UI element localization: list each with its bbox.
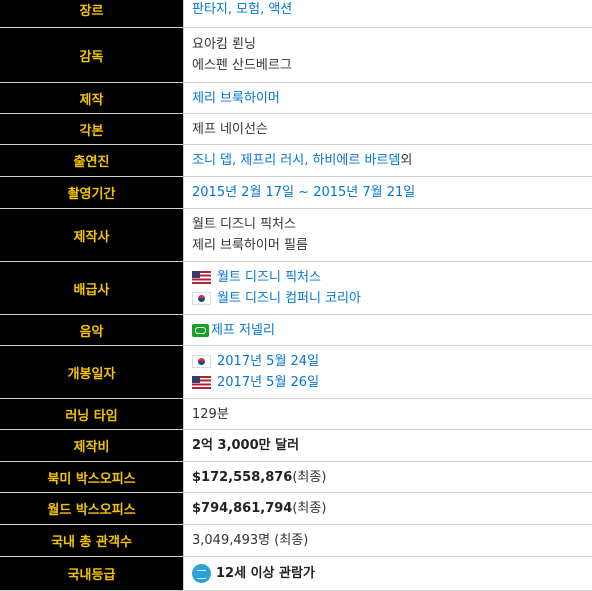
row-value: 조니 뎁, 제프리 러시, 하비에르 바르뎀 외: [184, 145, 592, 176]
row-kr-audience: 국내 총 관객수 3,049,493명 (최종): [0, 525, 592, 557]
row-release: 개봉일자 2017년 5월 24일 2017년 5월 26일: [0, 346, 592, 399]
row-label: 러닝 타임: [0, 399, 184, 429]
row-distributor: 배급사 월트 디즈니 픽처스 월트 디즈니 컴퍼니 코리아: [0, 262, 592, 315]
row-filming: 촬영기간 2015년 2월 17일 ~ 2015년 7월 21일: [0, 177, 592, 209]
director-name: 에스펜 산드베르그: [192, 58, 292, 73]
cast-suffix: 외: [400, 153, 413, 168]
release-date-link[interactable]: 2017년 5월 26일: [217, 375, 320, 390]
rating-12-icon: [192, 564, 211, 583]
box-office-value: $172,558,876: [192, 469, 293, 485]
row-value: 2017년 5월 24일 2017년 5월 26일: [184, 346, 592, 398]
company-name: 월트 디즈니 픽처스: [192, 217, 296, 232]
audience-value: 3,049,493명 (최종): [192, 533, 309, 548]
row-label: 각본: [0, 114, 184, 144]
us-flag-icon: [192, 376, 211, 389]
genre-link[interactable]: 판타지, 모험, 액션: [192, 2, 293, 17]
row-label: 장르: [0, 0, 184, 27]
row-value: $172,558,876 (최종): [184, 462, 592, 492]
row-kr-rating: 국내등급 12세 이상 관람가: [0, 557, 592, 591]
release-date-link[interactable]: 2017년 5월 24일: [217, 354, 320, 369]
distributor-link[interactable]: 월트 디즈니 컴퍼니 코리아: [217, 291, 361, 306]
cast-link[interactable]: 조니 뎁, 제프리 러시, 하비에르 바르뎀: [192, 153, 401, 168]
box-office-value: $794,861,794: [192, 501, 293, 516]
row-value: 월트 디즈니 픽처스 월트 디즈니 컴퍼니 코리아: [184, 262, 592, 314]
row-director: 감독 요아킴 뢴닝 에스펜 산드베르그: [0, 28, 592, 83]
row-world-box-office: 월드 박스오피스 $794,861,794 (최종): [0, 493, 592, 525]
row-label: 음악: [0, 315, 184, 345]
rating-value: 12세 이상 관람가: [216, 566, 315, 581]
row-value: 2015년 2월 17일 ~ 2015년 7월 21일: [184, 177, 592, 208]
row-label: 촬영기간: [0, 177, 184, 208]
row-value: 제프 네이선슨: [184, 114, 592, 144]
row-na-box-office: 북미 박스오피스 $172,558,876 (최종): [0, 462, 592, 493]
row-value: 3,049,493명 (최종): [184, 525, 592, 556]
row-value: 12세 이상 관람가: [184, 557, 592, 590]
filming-period-link[interactable]: 2015년 2월 17일 ~ 2015년 7월 21일: [192, 185, 416, 200]
kr-flag-icon: [192, 292, 211, 305]
row-label: 제작사: [0, 209, 184, 261]
row-label: 제작비: [0, 430, 184, 461]
director-name: 요아킴 뢴닝: [192, 37, 256, 52]
box-office-suffix: (최종): [292, 469, 327, 485]
row-cast: 출연진 조니 뎁, 제프리 러시, 하비에르 바르뎀 외: [0, 145, 592, 177]
distributor-link[interactable]: 월트 디즈니 픽처스: [217, 270, 321, 285]
company-name: 제리 브룩하이머 필름: [192, 238, 308, 253]
row-label: 배급사: [0, 262, 184, 314]
row-label: 개봉일자: [0, 346, 184, 398]
row-label: 출연진: [0, 145, 184, 176]
row-label: 국내등급: [0, 557, 184, 590]
row-value: 월트 디즈니 픽처스 제리 브룩하이머 필름: [184, 209, 592, 261]
kr-flag-icon: [192, 355, 211, 368]
row-value: $794,861,794 (최종): [184, 493, 592, 524]
row-label: 제작: [0, 83, 184, 113]
row-value: 129분: [184, 399, 592, 429]
screenplay-name: 제프 네이선슨: [192, 121, 268, 137]
row-runtime: 러닝 타임 129분: [0, 399, 592, 430]
box-office-suffix: (최종): [292, 501, 327, 516]
budget-value: 2억 3,000만 달러: [192, 438, 300, 453]
link-icon: [192, 323, 209, 337]
row-value: 제프 저넬리: [184, 315, 592, 345]
row-label: 월드 박스오피스: [0, 493, 184, 524]
row-value: 판타지, 모험, 액션: [184, 0, 592, 27]
us-flag-icon: [192, 271, 211, 284]
row-label: 감독: [0, 28, 184, 82]
runtime-value: 129분: [192, 406, 229, 422]
row-production-company: 제작사 월트 디즈니 픽처스 제리 브룩하이머 필름: [0, 209, 592, 262]
row-value: 제리 브룩하이머: [184, 83, 592, 113]
row-screenplay: 각본 제프 네이선슨: [0, 114, 592, 145]
row-budget: 제작비 2억 3,000만 달러: [0, 430, 592, 462]
row-value: 2억 3,000만 달러: [184, 430, 592, 461]
producer-link[interactable]: 제리 브룩하이머: [192, 90, 280, 106]
row-label: 국내 총 관객수: [0, 525, 184, 556]
row-genre: 장르 판타지, 모험, 액션: [0, 0, 592, 28]
row-producer: 제작 제리 브룩하이머: [0, 83, 592, 114]
row-music: 음악 제프 저넬리: [0, 315, 592, 346]
row-label: 북미 박스오피스: [0, 462, 184, 492]
row-value: 요아킴 뢴닝 에스펜 산드베르그: [184, 28, 592, 82]
composer-link[interactable]: 제프 저넬리: [211, 322, 275, 338]
